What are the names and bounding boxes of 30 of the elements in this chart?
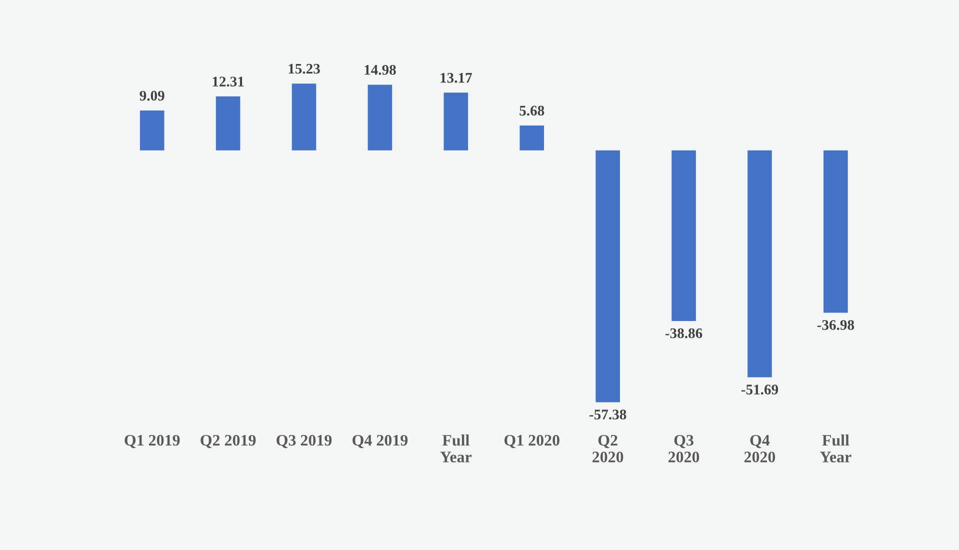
x-tick-label: Q1 2020 xyxy=(504,434,560,448)
bar xyxy=(596,150,620,402)
x-tick-label: Full Year xyxy=(820,434,852,462)
bar xyxy=(140,110,164,150)
data-label: 12.31 xyxy=(212,76,244,87)
data-label: 14.98 xyxy=(364,64,396,75)
data-label: 13.17 xyxy=(440,72,472,83)
data-label: -51.69 xyxy=(741,384,778,395)
x-tick-label: Full Year xyxy=(440,434,472,462)
bar xyxy=(672,150,696,321)
bar xyxy=(444,92,468,150)
bar xyxy=(824,150,848,313)
bar xyxy=(748,150,772,378)
bar xyxy=(520,126,544,150)
data-label: 15.23 xyxy=(288,64,320,74)
x-tick-label: Q4 2019 xyxy=(352,434,408,448)
x-tick-label: Q3 2020 xyxy=(668,434,700,462)
data-label: 9.09 xyxy=(140,90,164,101)
bar xyxy=(368,84,392,150)
x-tick-label: Q1 2019 xyxy=(124,434,180,448)
x-tick-label: Q3 2019 xyxy=(276,434,332,448)
data-label: -57.38 xyxy=(590,410,626,420)
bar xyxy=(216,96,240,150)
x-tick-label: Q4 2020 xyxy=(744,434,776,462)
x-tick-label: Q2 2019 xyxy=(200,434,256,448)
data-label: -36.98 xyxy=(817,320,854,330)
x-tick-label: Q2 2020 xyxy=(592,434,624,462)
data-label: -38.86 xyxy=(665,328,702,338)
bar xyxy=(292,84,316,150)
data-label: 5.68 xyxy=(520,106,544,116)
